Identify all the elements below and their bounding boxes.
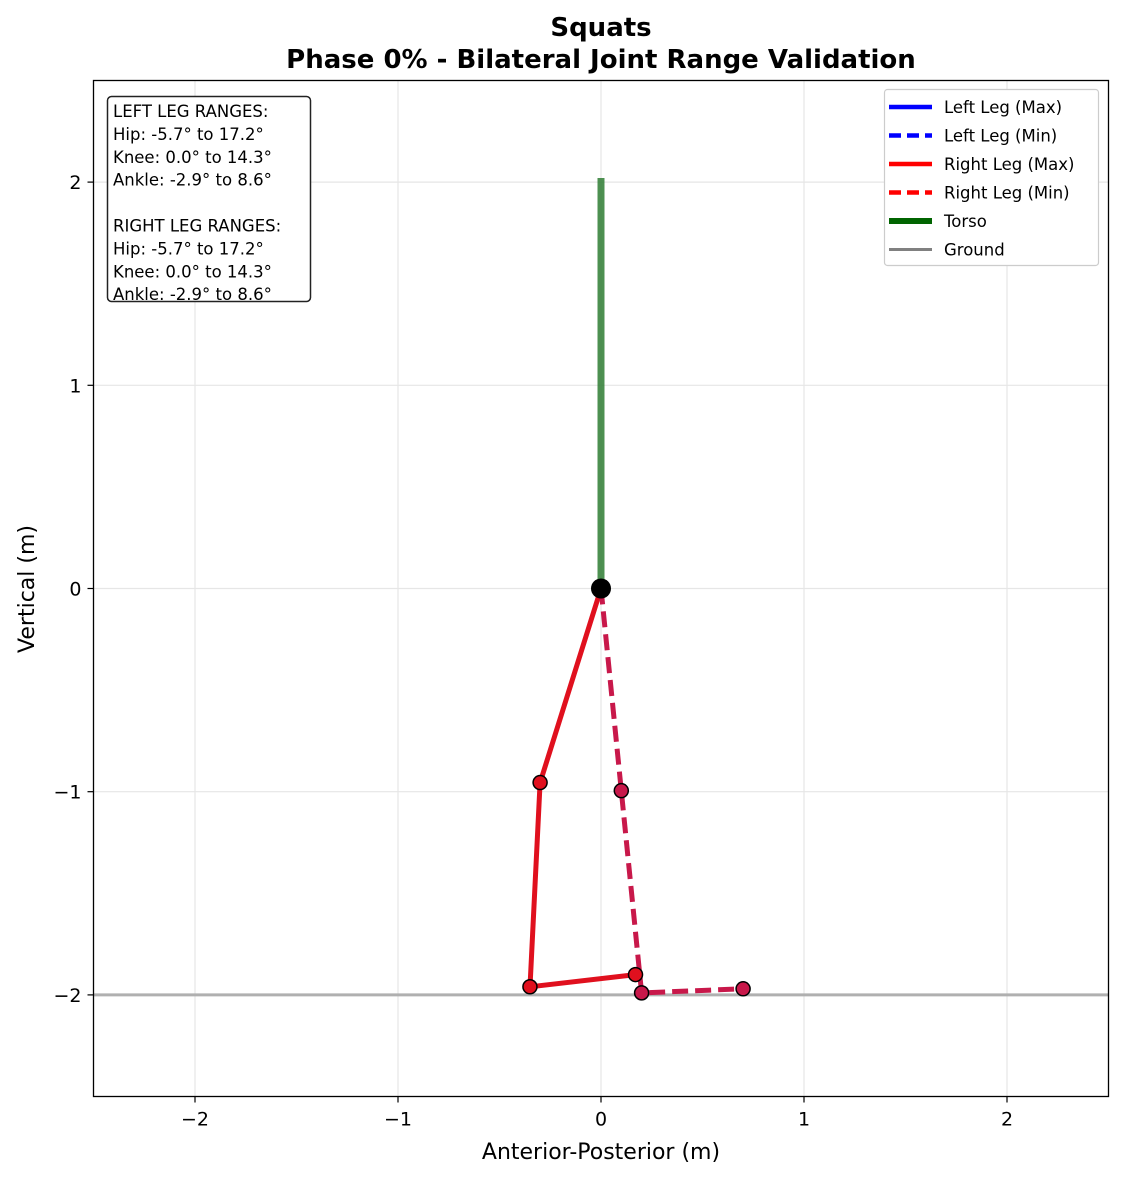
info-line: Knee: 0.0° to 14.3° — [113, 148, 272, 167]
joint-marker — [613, 782, 630, 799]
x-tick-label: 2 — [1001, 1109, 1013, 1131]
legend-frame — [883, 88, 1100, 267]
info-line: LEFT LEG RANGES: — [113, 102, 268, 121]
y-tick-label: 1 — [69, 375, 81, 397]
legend-label: Right Leg (Min) — [944, 184, 1070, 203]
y-tick-label: 2 — [69, 172, 81, 194]
legend-label: Ground — [944, 241, 1005, 260]
legend-entries: Left Leg (Max) Left Leg (Min) Right Leg (M… — [889, 98, 1074, 260]
legend-label: Left Leg (Min) — [944, 127, 1057, 146]
hip-joint-marker — [591, 578, 611, 599]
y-tick-label: −2 — [53, 985, 81, 1007]
legend-label: Left Leg (Max) — [944, 98, 1062, 117]
x-tick-label: −2 — [181, 1109, 209, 1131]
y-tick-label: 0 — [69, 579, 81, 601]
info-line: RIGHT LEG RANGES: — [113, 217, 281, 236]
chart-title: Squats — [550, 13, 651, 43]
series-layer — [93, 178, 1109, 997]
legend: Left Leg (Max) Left Leg (Min) Right Leg (M… — [883, 88, 1100, 267]
info-box-frame — [106, 95, 312, 303]
joint-marker — [735, 981, 751, 997]
chart-subtitle: Phase 0% - Bilateral Joint Range Validat… — [286, 45, 916, 75]
x-tick-label: 0 — [595, 1109, 607, 1131]
info-line: Ankle: -2.9° to 8.6° — [113, 171, 272, 190]
info-box: LEFT LEG RANGES: Hip: -5.7° to 17.2° Knee:… — [106, 95, 312, 304]
x-axis-label: Anterior-Posterior (m) — [482, 1140, 720, 1165]
series-right-leg-min — [598, 588, 744, 996]
info-line: Ankle: -2.9° to 8.6° — [113, 285, 272, 304]
joint-marker — [532, 774, 548, 791]
joint-points — [522, 578, 751, 1001]
x-tick-label: −1 — [384, 1109, 412, 1131]
info-line: Hip: -5.7° to 17.2° — [113, 125, 264, 144]
info-line: Hip: -5.7° to 17.2° — [113, 239, 264, 258]
x-axis-ticks: −2 −1 0 1 2 — [181, 1096, 1013, 1131]
joint-marker — [633, 985, 650, 1001]
y-axis-label: Vertical (m) — [15, 525, 40, 653]
info-box-text: LEFT LEG RANGES: Hip: -5.7° to 17.2° Knee:… — [113, 102, 281, 304]
joint-marker — [627, 966, 644, 983]
info-line: Knee: 0.0° to 14.3° — [113, 262, 272, 281]
joint-marker — [522, 979, 538, 995]
legend-label: Right Leg (Max) — [944, 155, 1074, 174]
x-tick-label: 1 — [798, 1109, 810, 1131]
y-axis-ticks: −2 −1 0 1 2 — [53, 172, 94, 1007]
legend-label: Torso — [943, 212, 987, 231]
series-right-leg-max — [527, 587, 636, 990]
y-tick-label: −1 — [53, 782, 81, 804]
